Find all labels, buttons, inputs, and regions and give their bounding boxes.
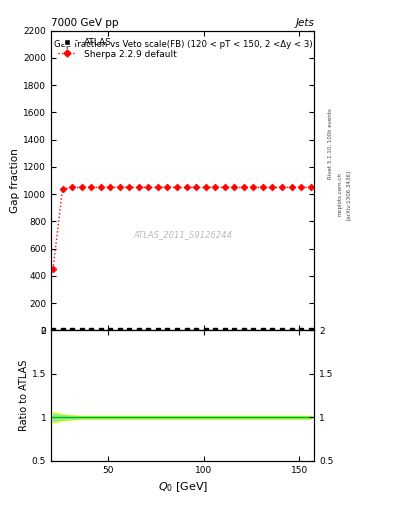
Text: Jets: Jets <box>296 18 314 28</box>
Text: 7000 GeV pp: 7000 GeV pp <box>51 18 119 28</box>
X-axis label: $Q_0$ [GeV]: $Q_0$ [GeV] <box>158 480 208 494</box>
Text: ATLAS_2011_S9126244: ATLAS_2011_S9126244 <box>133 230 232 239</box>
Text: mcplots.cern.ch: mcplots.cern.ch <box>338 173 343 217</box>
Y-axis label: Ratio to ATLAS: Ratio to ATLAS <box>19 360 29 431</box>
Text: Rivet 3.1.10, 100k events: Rivet 3.1.10, 100k events <box>328 108 333 179</box>
Legend: ATLAS, Sherpa 2.2.9 default: ATLAS, Sherpa 2.2.9 default <box>55 35 179 61</box>
Y-axis label: Gap fraction: Gap fraction <box>11 148 20 213</box>
Text: [arXiv:1306.3436]: [arXiv:1306.3436] <box>346 169 351 220</box>
Text: Gap fraction vs Veto scale(FB) (120 < pT < 150, 2 <Δy < 3): Gap fraction vs Veto scale(FB) (120 < pT… <box>54 40 312 49</box>
